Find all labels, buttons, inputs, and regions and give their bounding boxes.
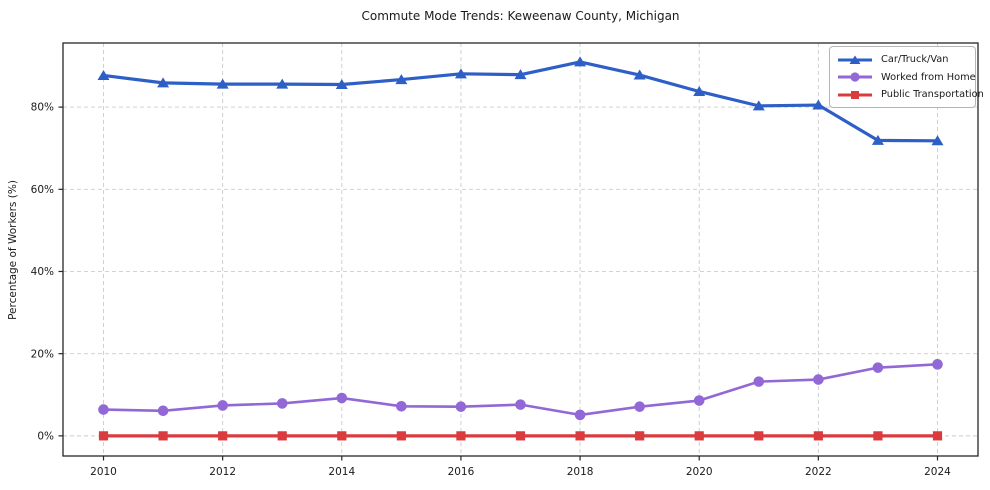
- data-point-square: [218, 431, 228, 441]
- data-point-square: [575, 431, 585, 441]
- legend: Car/Truck/Van Worked from Home Public Tr…: [829, 46, 984, 108]
- x-tick-label: 2014: [328, 466, 355, 478]
- legend-line-triangle-icon: [838, 55, 872, 64]
- legend-item-public-transportation: Public Transportation: [836, 89, 984, 101]
- data-point-triangle: [157, 77, 170, 88]
- x-tick-label: 2012: [209, 466, 236, 478]
- data-point-triangle: [812, 99, 825, 110]
- data-point-square: [873, 431, 883, 441]
- legend-line-square-icon: [838, 90, 872, 99]
- data-point-circle: [574, 409, 586, 421]
- data-point-square: [277, 431, 287, 441]
- y-tick-label: 0%: [37, 430, 54, 442]
- x-tick-label: 2016: [448, 466, 475, 478]
- data-point-square: [694, 431, 704, 441]
- data-point-triangle: [454, 68, 467, 79]
- data-point-triangle: [276, 78, 289, 89]
- data-point-circle: [813, 374, 824, 385]
- y-tick-label: 20%: [31, 348, 54, 360]
- y-tick-label: 40%: [31, 266, 54, 278]
- data-point-triangle: [216, 78, 229, 89]
- data-point-circle: [157, 405, 169, 417]
- data-point-square: [932, 431, 943, 441]
- x-tick-label: 2020: [686, 466, 713, 478]
- data-point-square: [158, 431, 168, 441]
- data-point-triangle: [931, 135, 944, 146]
- data-point-triangle: [97, 69, 110, 80]
- y-axis-title: Percentage of Workers (%): [7, 180, 19, 320]
- data-point-square: [813, 431, 823, 441]
- legend-label: Worked from Home: [881, 71, 976, 83]
- x-tick-label: 2010: [90, 466, 117, 478]
- data-point-circle: [276, 398, 288, 409]
- data-point-square: [396, 431, 406, 441]
- legend-item-car-truck-van: Car/Truck/Van: [836, 54, 969, 66]
- plot-border: [62, 42, 979, 457]
- x-tick-label: 2022: [805, 466, 832, 478]
- data-point-circle: [396, 400, 407, 412]
- data-point-circle: [932, 359, 943, 370]
- legend-label: Car/Truck/Van: [881, 54, 949, 65]
- x-tick-label: 2024: [924, 466, 951, 478]
- y-tick-label: 80%: [31, 102, 54, 114]
- legend-item-worked-from-home: Worked from Home: [836, 71, 976, 83]
- data-point-square: [635, 431, 645, 441]
- data-point-circle: [98, 404, 109, 415]
- data-point-triangle: [633, 69, 646, 80]
- data-point-circle: [217, 400, 228, 411]
- data-point-square: [98, 431, 109, 441]
- data-point-circle: [455, 401, 467, 412]
- data-point-square: [754, 431, 764, 441]
- data-point-circle: [872, 362, 884, 373]
- data-point-triangle: [514, 69, 527, 80]
- data-point-square: [456, 431, 466, 441]
- data-point-circle: [634, 401, 645, 412]
- data-point-triangle: [335, 79, 348, 90]
- data-point-circle: [753, 376, 765, 387]
- legend-line-circle-icon: [838, 72, 872, 82]
- data-point-circle: [515, 399, 526, 410]
- data-point-triangle: [871, 134, 884, 145]
- data-point-triangle: [693, 85, 706, 96]
- data-point-triangle: [752, 100, 765, 111]
- data-point-square: [515, 431, 526, 441]
- data-point-triangle: [574, 56, 587, 67]
- x-tick-label: 2018: [567, 466, 594, 478]
- chart-title: Commute Mode Trends: Keweenaw County, Mi…: [361, 9, 680, 23]
- legend-label: Public Transportation: [881, 89, 984, 100]
- y-tick-label: 60%: [31, 184, 54, 196]
- data-point-square: [337, 431, 347, 441]
- data-point-circle: [336, 392, 348, 404]
- data-point-circle: [693, 395, 705, 406]
- data-point-triangle: [395, 74, 408, 85]
